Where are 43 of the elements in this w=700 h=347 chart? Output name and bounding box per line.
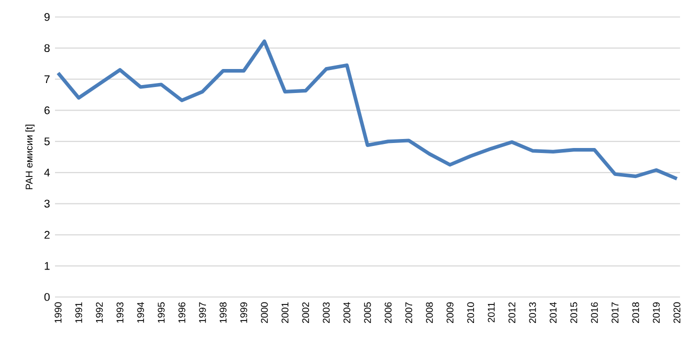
x-tick-label: 2000 [260, 302, 268, 323]
x-tick-label: 2020 [674, 302, 680, 323]
x-tick-label: 1995 [158, 302, 165, 323]
x-tick-label: 2017 [612, 302, 618, 323]
x-tick-label: 2008 [426, 302, 433, 323]
y-tick-label: 5 [44, 138, 50, 146]
x-tick-label: 2010 [467, 302, 474, 323]
x-tick-label: 2009 [446, 302, 454, 323]
x-tick-label: 2013 [529, 302, 536, 323]
x-tick-label: 2014 [550, 302, 557, 323]
x-tick-label: 1991 [75, 302, 82, 323]
y-axis-title: PAH емисии [t] [25, 124, 34, 190]
x-tick-label: 1990 [54, 302, 62, 323]
x-tick-label: 1992 [96, 302, 103, 323]
x-tick-label: 2001 [282, 302, 288, 323]
y-tick-label: 6 [44, 106, 50, 114]
y-tick-label: 7 [44, 75, 50, 84]
y-tick-label: 3 [44, 200, 50, 208]
x-tick-label: 1993 [116, 302, 124, 323]
x-tick-label: 1998 [220, 302, 227, 323]
x-tick-label: 2003 [322, 302, 330, 323]
y-tick-label: 4 [44, 168, 50, 176]
x-tick-label: 2018 [632, 302, 640, 323]
x-tick-label: 2007 [405, 302, 412, 323]
y-tick-label: 1 [44, 262, 50, 270]
x-tick-label: 2011 [488, 302, 495, 322]
y-tick-label: 9 [44, 13, 50, 21]
line-series [56, 39, 679, 181]
x-tick-label: 1999 [240, 302, 248, 323]
x-tick-label: 2015 [570, 302, 578, 323]
x-tick-label: 2002 [302, 302, 310, 323]
x-tick-label: 1994 [137, 302, 144, 323]
x-tick-label: 1997 [199, 302, 206, 323]
x-tick-label: 2016 [590, 302, 598, 323]
x-tick-label: 2005 [364, 302, 371, 323]
x-tick-label: 2012 [508, 302, 516, 323]
x-tick-label: 2004 [343, 302, 350, 323]
x-tick-label: 2019 [652, 302, 660, 323]
y-tick-label: 8 [44, 44, 50, 52]
x-tick-label: 2006 [384, 302, 392, 323]
y-tick-label: 2 [44, 230, 50, 239]
y-tick-label: 0 [44, 293, 50, 301]
x-tick-label: 1996 [178, 302, 186, 323]
